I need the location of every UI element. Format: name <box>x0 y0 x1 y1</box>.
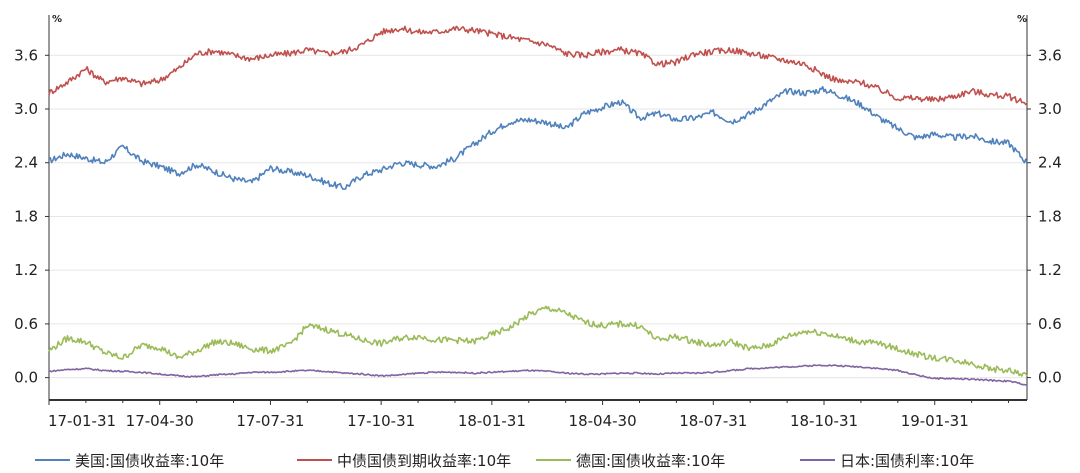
y-tick-label-left: 3.0 <box>14 100 38 118</box>
y-tick-label-left: 0.6 <box>14 315 38 333</box>
y-axis-unit-right: % <box>1017 14 1027 25</box>
x-tick-label: 18-10-31 <box>790 412 858 430</box>
x-tick-label: 17-10-31 <box>347 412 415 430</box>
y-tick-label-left: 1.8 <box>14 207 38 225</box>
series <box>48 25 1028 386</box>
series-line-3 <box>48 305 1028 377</box>
y-tick-label-right: 1.2 <box>1038 261 1062 279</box>
x-tick-label: 19-01-31 <box>901 412 969 430</box>
y-tick-label-right: 0.6 <box>1038 315 1062 333</box>
legend: 美国:国债收益率:10年 中债国债到期收益率:10年 德国:国债收益率:10年 日本:… <box>35 452 974 470</box>
y-tick-label-left: 2.4 <box>14 154 38 172</box>
y-tick-label-left: 3.6 <box>14 46 38 64</box>
x-tick-label: 17-04-30 <box>126 412 194 430</box>
y-tick-label-right: 3.0 <box>1038 100 1062 118</box>
legend-label-3: 德国:国债收益率:10年 <box>576 452 725 470</box>
series-line-4 <box>48 364 1028 386</box>
x-tick-label: 18-01-31 <box>458 412 526 430</box>
y-tick-label-left: 0.0 <box>14 369 38 387</box>
y-tick-label-right: 2.4 <box>1038 154 1062 172</box>
legend-label-1: 美国:国债收益率:10年 <box>75 452 224 470</box>
series-line-2 <box>48 25 1028 106</box>
series-line-1 <box>48 85 1028 190</box>
y-tick-label-right: 0.0 <box>1038 369 1062 387</box>
y-axis-unit-left: % <box>52 14 62 25</box>
y-tick-label-right: 3.6 <box>1038 46 1062 64</box>
axes: % % 0.0 0.0 0.6 0.6 1.2 1.2 1.8 1.8 2.4 2.4 3.0 3.0… <box>14 14 1062 430</box>
x-tick-label: 17-07-31 <box>236 412 304 430</box>
x-tick-label: 18-04-30 <box>569 412 637 430</box>
x-tick-label: 17-01-31 <box>48 412 116 430</box>
legend-label-4: 日本:国债利率:10年 <box>840 452 974 470</box>
y-tick-label-left: 1.2 <box>14 261 38 279</box>
y-tick-label-right: 1.8 <box>1038 207 1062 225</box>
legend-label-2: 中债国债到期收益率:10年 <box>337 452 511 470</box>
grid <box>49 54 1027 379</box>
x-tick-label: 18-07-31 <box>679 412 747 430</box>
